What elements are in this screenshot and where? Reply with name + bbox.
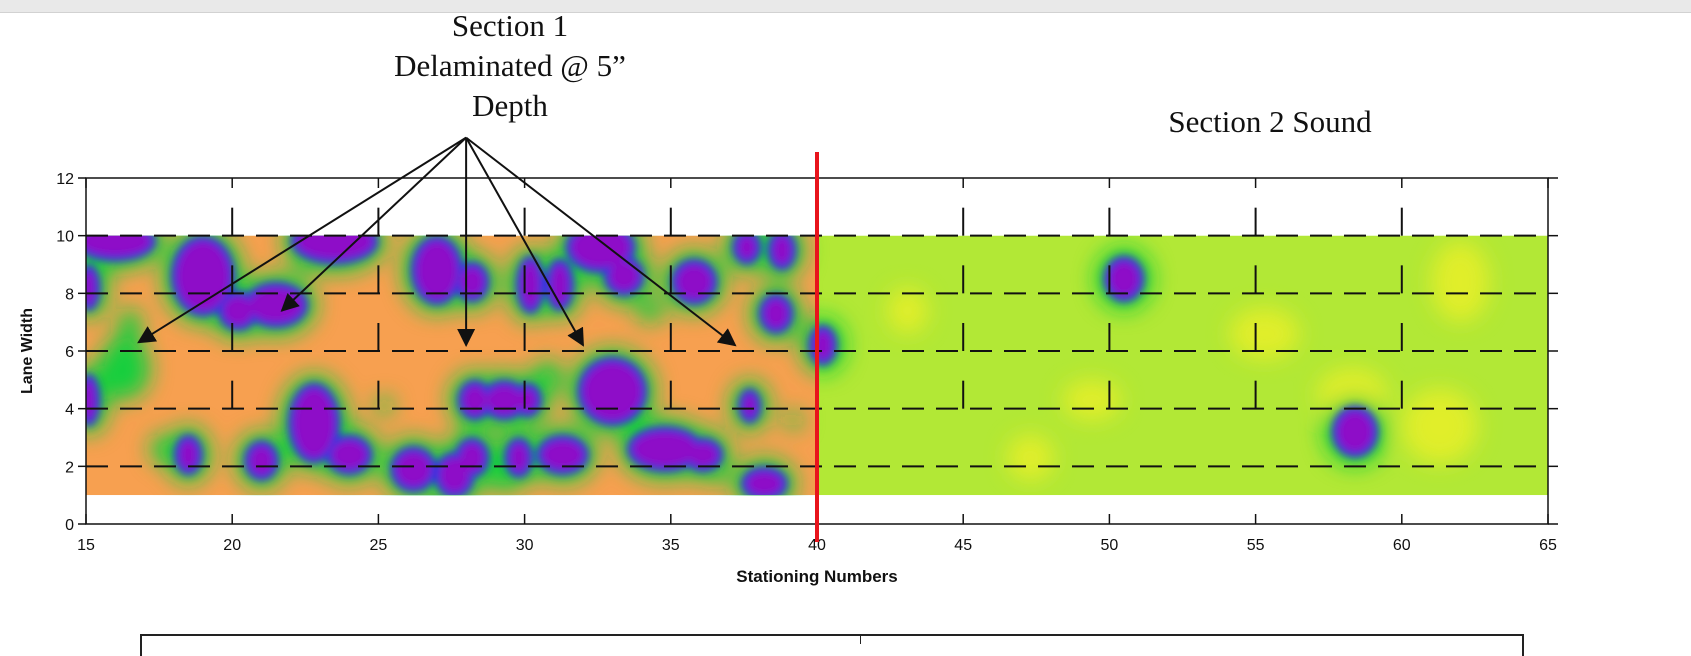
annotation-arrow: [137, 136, 467, 344]
transition-zone: [635, 299, 665, 323]
heatmap-core-layer: [86, 235, 1379, 496]
transition-zone: [784, 411, 803, 429]
heatmap-surface: [86, 235, 1548, 496]
x-tick-label: 40: [808, 537, 826, 554]
sound-zone: [1062, 379, 1122, 421]
delamination-spot: [331, 440, 367, 470]
delamination-spot: [1337, 411, 1373, 452]
delamination-spot: [746, 472, 782, 496]
delamination-spot: [86, 235, 151, 256]
delamination-spot: [521, 261, 540, 308]
section-1-annotation-line-3: Depth: [472, 88, 548, 123]
section-1-annotation-line-2: Delaminated @ 5”: [394, 48, 626, 83]
delamination-spot: [738, 235, 756, 259]
caption-box-divider: [860, 634, 861, 644]
delamination-spot: [676, 264, 712, 300]
x-tick-label: 45: [954, 537, 972, 554]
delamination-spot: [176, 241, 230, 311]
x-tick-label: 20: [223, 537, 241, 554]
y-tick-label: 10: [56, 229, 74, 246]
delamination-heatmap-chart: 15 20 25 30 35 40 45 50 55 60 65 0 2 4 6 8 10 12 Stationi…: [19, 136, 1558, 586]
delamination-spot: [296, 235, 373, 259]
delamination-spot: [764, 299, 788, 328]
delamination-spot: [179, 440, 198, 470]
transition-zone: [97, 336, 151, 401]
delamination-spot: [542, 440, 584, 470]
delamination-spot: [583, 362, 642, 421]
sound-zone: [1431, 241, 1490, 323]
delamination-spot: [609, 261, 639, 291]
section-1-annotation-line-1: Section 1: [451, 8, 569, 43]
delamination-spot: [249, 446, 274, 475]
y-tick-label: 12: [56, 171, 74, 188]
x-axis-label: Stationing Numbers: [736, 567, 898, 586]
section-2-annotation: Section 2 Sound: [1168, 104, 1372, 139]
axes: 15 20 25 30 35 40 45 50 55 60 65 0 2 4 6 8 10 12: [56, 171, 1558, 554]
delamination-spot: [460, 443, 484, 473]
delamination-spot: [518, 388, 537, 412]
delamination-spot: [463, 385, 487, 415]
annotation-arrows: [137, 136, 737, 348]
y-tick-label: 4: [65, 402, 74, 419]
y-tick-label: 8: [65, 286, 74, 303]
x-tick-label: 50: [1101, 537, 1119, 554]
x-tick-label: 65: [1539, 537, 1557, 554]
x-tick-label: 25: [370, 537, 388, 554]
sound-zone: [1229, 307, 1300, 360]
y-axis-label: Lane Width: [19, 308, 36, 394]
x-tick-label: 60: [1393, 537, 1411, 554]
delamination-spot: [688, 443, 718, 467]
y-tick-label: 0: [65, 517, 74, 534]
delamination-spot: [416, 241, 458, 300]
y-tick-label: 6: [65, 344, 74, 361]
annotation-arrow: [280, 136, 467, 312]
delamination-spot: [395, 451, 432, 487]
transition-zone: [118, 307, 142, 349]
delamination-spot: [293, 388, 335, 458]
delamination-spot: [486, 385, 522, 415]
delamination-spot: [571, 235, 630, 268]
delamination-spot: [86, 270, 95, 305]
sound-zone: [887, 287, 929, 334]
delamination-spot: [1109, 261, 1139, 297]
delamination-spot: [773, 235, 791, 265]
x-tick-label: 35: [662, 537, 680, 554]
x-tick-label: 30: [516, 537, 534, 554]
x-tick-label: 15: [77, 537, 95, 554]
x-tick-label: 55: [1247, 537, 1265, 554]
caption-box-outline: [140, 634, 1524, 656]
delamination-spot: [460, 267, 484, 297]
sound-zone: [1401, 388, 1478, 464]
delamination-spot: [509, 443, 528, 473]
delamination-spot: [743, 394, 756, 418]
section-1-annotation: Section 1 Delaminated @ 5” Depth: [340, 6, 680, 126]
annotation-arrow: [465, 136, 737, 347]
y-tick-label: 2: [65, 459, 74, 476]
transition-zone: [375, 397, 394, 415]
delamination-spot: [86, 379, 95, 421]
delamination-spot: [223, 296, 253, 326]
annotation-arrow: [465, 137, 584, 347]
sound-zone: [1007, 434, 1054, 481]
delamination-spot: [550, 264, 569, 305]
top-border: [0, 0, 1691, 13]
delamination-spot: [632, 431, 698, 467]
